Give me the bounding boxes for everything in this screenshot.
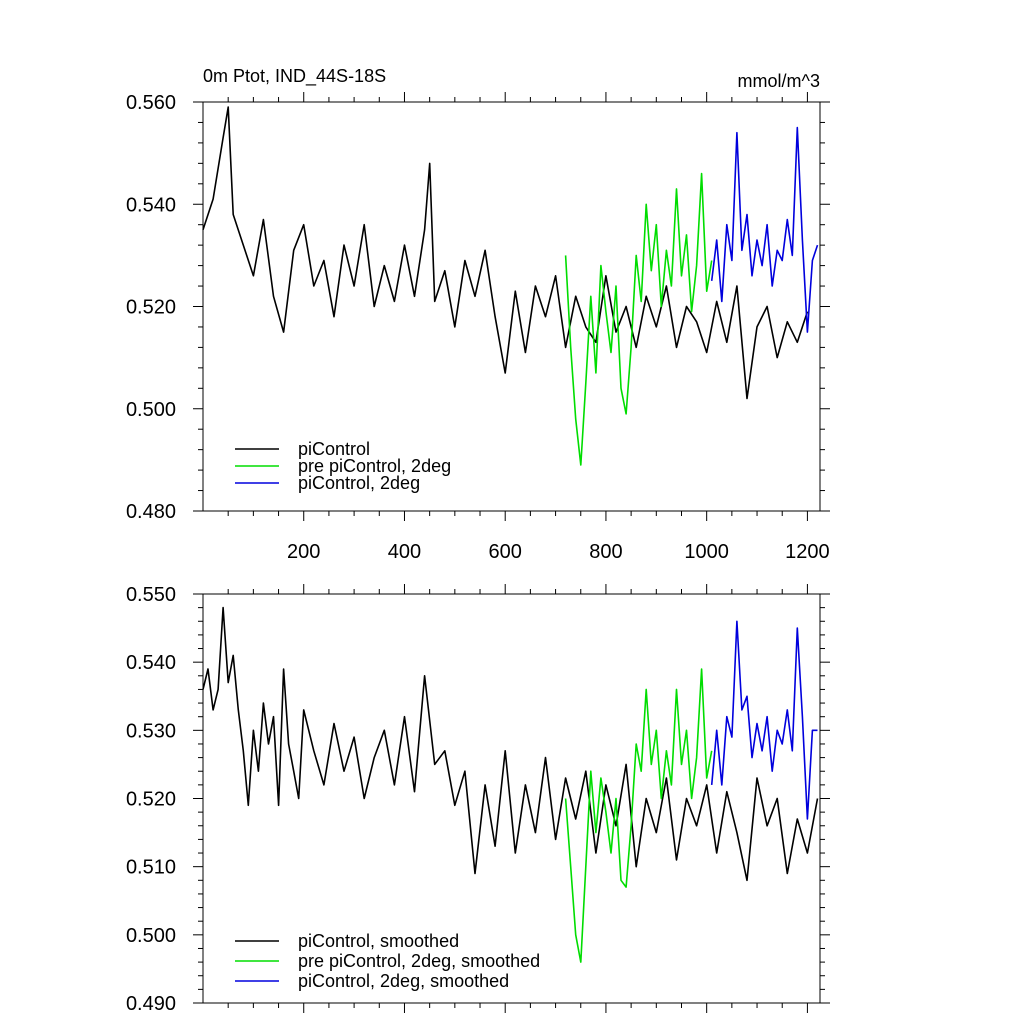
series-line [202,106,809,400]
legend-label: pre piControl, 2deg, smoothed [298,951,540,971]
y-tick-label: 0.500 [126,399,176,421]
top-chart-units: mmol/m^3 [738,71,820,91]
top-plot-frame [202,101,821,512]
x-tick-label: 1200 [785,541,830,563]
x-tick-label: 800 [589,541,622,563]
bottom-axis-ticks [193,584,830,1013]
y-tick-label: 0.490 [126,993,176,1015]
top-y-tick-labels: 0.480 0.500 0.520 0.540 0.560 [126,92,176,523]
series-line [710,126,819,333]
series-line [564,172,713,466]
y-tick-label: 0.520 [126,789,176,811]
y-tick-label: 0.510 [126,857,176,879]
y-tick-label: 0.500 [126,925,176,947]
y-tick-label: 0.520 [126,297,176,319]
legend-label: piControl, smoothed [298,931,459,951]
top-x-tick-labels: 200 400 600 800 1000 1200 [287,541,830,563]
bottom-plot-frame [202,593,821,1004]
legend-label: piControl [298,439,370,459]
legend-label: piControl, 2deg, smoothed [298,971,509,991]
series-line [202,606,819,882]
x-tick-label: 1000 [684,541,729,563]
top-series-lines [202,106,819,466]
top-chart-title: 0m Ptot, IND_44S-18S [203,66,386,87]
y-tick-label: 0.480 [126,501,176,523]
legend-label: piControl, 2deg [298,473,420,493]
y-tick-label: 0.550 [126,584,176,606]
top-axis-ticks [193,92,830,521]
x-tick-label: 600 [489,541,522,563]
bottom-y-tick-labels: 0.490 0.500 0.510 0.520 0.530 0.540 0.550 [126,584,176,1015]
series-line [710,620,818,820]
y-tick-label: 0.540 [126,194,176,216]
y-tick-label: 0.560 [126,92,176,114]
legend-label: pre piControl, 2deg [298,456,451,476]
series-line [564,668,713,963]
x-tick-label: 200 [287,541,320,563]
bottom-panel: 0.490 0.500 0.510 0.520 0.530 0.540 0.550 piCo… [126,584,830,1015]
y-tick-label: 0.540 [126,652,176,674]
top-panel: 0m Ptot, IND_44S-18S mmol/m^3 0.480 0.500… [126,66,830,563]
y-tick-label: 0.530 [126,720,176,742]
bottom-series-lines [202,606,819,963]
x-tick-label: 400 [388,541,421,563]
